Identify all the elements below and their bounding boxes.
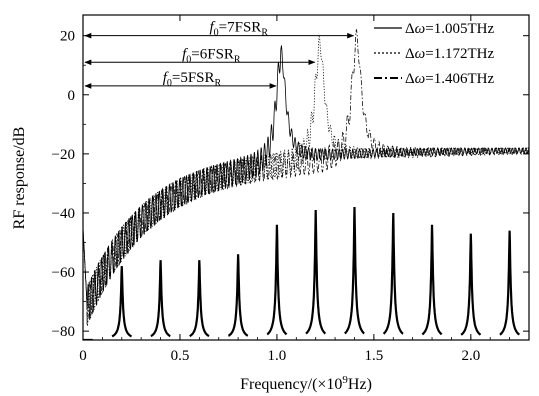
y-tick-label: 20	[60, 29, 75, 45]
x-tick-label: 0.5	[171, 348, 190, 364]
y-tick-label: 0	[68, 88, 76, 104]
x-axis-title: Frequency/(×109Hz)	[240, 374, 372, 393]
x-tick-label: 1.0	[268, 348, 287, 364]
x-axis-title-main: Frequency/(×10	[240, 376, 342, 393]
comb-peak	[344, 206, 365, 335]
legend-label: Δω=1.172THz	[405, 46, 494, 62]
annotation-label: f0=5FSRR	[163, 70, 222, 89]
x-axis-title-tail: Hz)	[348, 376, 372, 393]
x-tick-label: 0	[79, 348, 87, 364]
series-line-2	[83, 35, 529, 325]
legend-label: Δω=1.005THz	[405, 21, 494, 37]
y-axis-title: RF response/dB	[11, 127, 28, 230]
comb-peak	[111, 266, 132, 338]
x-axis-title-sup: 9	[342, 374, 348, 386]
comb-peak	[266, 224, 288, 336]
comb-peak	[227, 254, 249, 337]
series-line-3	[83, 44, 529, 320]
annotation-label: f0=7FSRR	[209, 20, 268, 39]
y-tick-label: −60	[52, 265, 75, 281]
annotation-label: f0=6FSRR	[182, 46, 241, 65]
comb-peak	[189, 260, 210, 338]
comb-peak	[421, 224, 443, 336]
legend-label: Δω=1.406THz	[405, 71, 494, 87]
plot-frame	[82, 14, 530, 341]
x-tick-label: 1.5	[364, 348, 383, 364]
comb-peak	[499, 230, 521, 336]
comb-peak	[150, 260, 171, 338]
y-tick-label: −40	[52, 206, 75, 222]
comb-peak	[305, 209, 327, 335]
comb-peak	[382, 212, 404, 335]
y-tick-label: −80	[52, 324, 75, 340]
comb-peak	[460, 233, 482, 336]
x-tick-label: 2.0	[461, 348, 480, 364]
y-tick-label: −20	[52, 147, 75, 163]
series-line-1	[83, 28, 529, 326]
